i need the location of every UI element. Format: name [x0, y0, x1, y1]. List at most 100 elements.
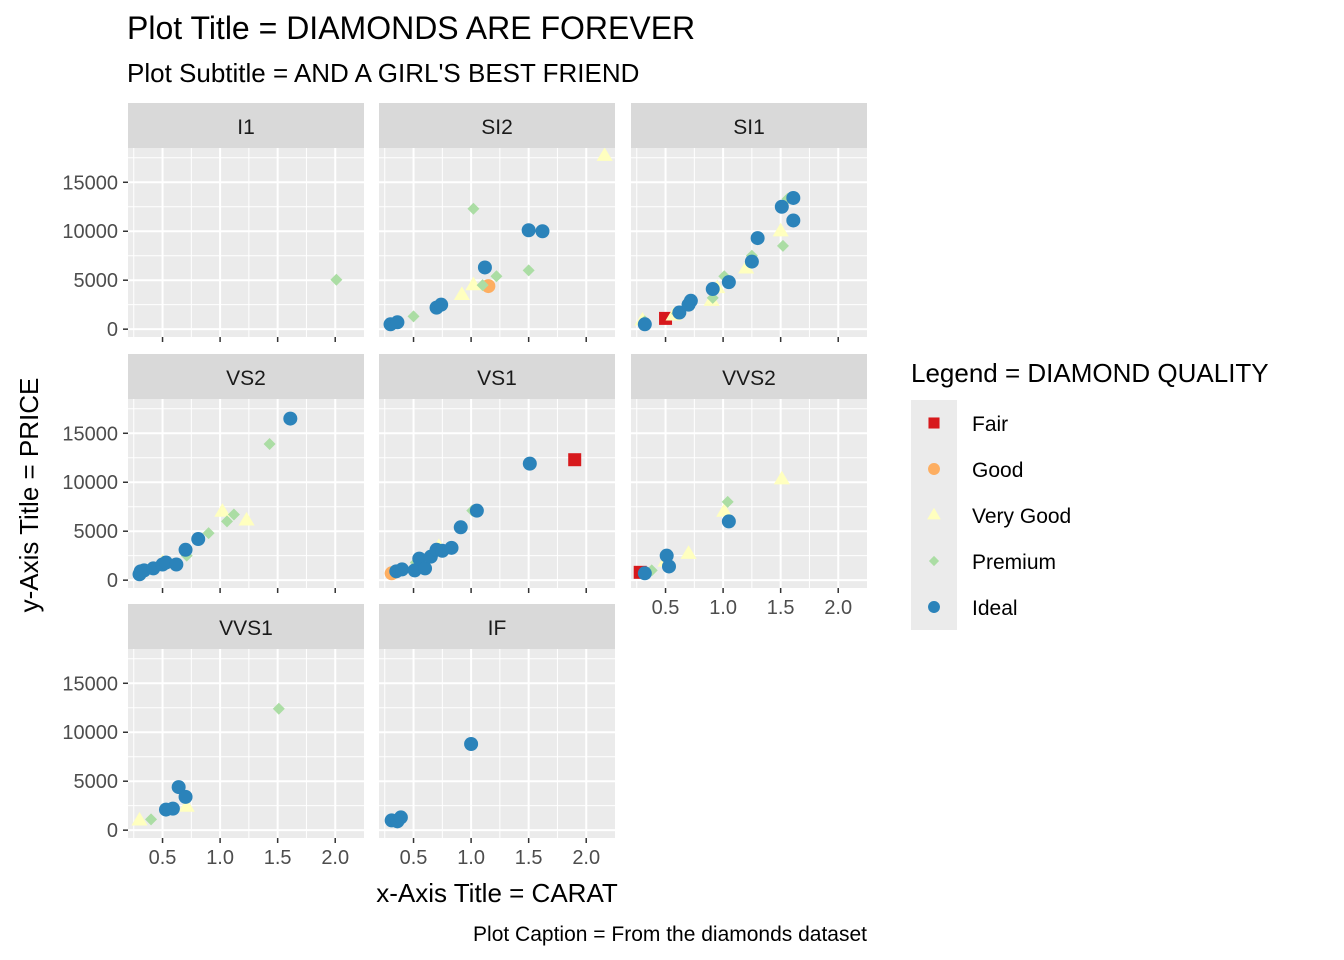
x-tick-label: 2.0 — [572, 847, 600, 869]
facet-strip-label: SI2 — [481, 116, 513, 139]
point-very-good — [738, 259, 755, 274]
point-ideal — [535, 224, 550, 239]
point-ideal — [721, 275, 736, 290]
point-ideal — [178, 789, 193, 804]
point-very-good — [772, 222, 789, 237]
y-tick-label: 15000 — [62, 172, 118, 194]
point-very-good — [453, 286, 470, 300]
facet-strip — [631, 354, 867, 399]
x-tick-label: 2.0 — [824, 597, 852, 619]
point-ideal — [774, 199, 789, 214]
facet-vs1: VS1 — [379, 354, 615, 593]
points-vs2 — [132, 411, 298, 582]
x-tick-label: 0.5 — [400, 847, 428, 869]
point-very-good — [716, 503, 733, 517]
point-ideal — [444, 540, 459, 555]
y-tick-label: 10000 — [62, 472, 118, 494]
facet-panels: I1 0 5000 10000 15000 SI2 SI1 VS2 0 5000 10000 1500… — [62, 103, 867, 869]
x-axis-title: x-Axis Title = CARAT — [376, 878, 618, 908]
point-very-good — [131, 811, 148, 826]
y-tick-label: 15000 — [62, 423, 118, 445]
legend: Legend = DIAMOND QUALITY Fair Good Very Go… — [911, 358, 1269, 630]
legend-title: Legend = DIAMOND QUALITY — [911, 358, 1269, 388]
point-ideal — [393, 810, 408, 825]
point-ideal — [453, 520, 468, 535]
point-ideal — [672, 305, 687, 320]
facet-strip-label: IF — [488, 617, 507, 640]
point-premium — [776, 239, 789, 252]
facet-vvs2: VVS2 0.5 1.0 1.5 2.0 — [631, 354, 867, 619]
point-ideal — [522, 456, 537, 471]
points-si2 — [383, 148, 613, 332]
legend-label: Premium — [972, 551, 1056, 574]
point-premium — [407, 310, 420, 323]
point-very-good — [596, 148, 613, 161]
x-tick-label: 1.0 — [206, 847, 234, 869]
point-premium — [263, 438, 276, 451]
x-tick-label: 1.0 — [709, 597, 737, 619]
point-ideal — [464, 736, 479, 751]
legend-item-good: Good — [911, 446, 1023, 492]
facet-strip — [631, 103, 867, 148]
panel-background — [128, 148, 364, 337]
points-vvs2 — [633, 470, 790, 581]
facet-strip-label: SI1 — [733, 116, 765, 139]
facet-strip-label: VVS1 — [219, 617, 273, 640]
legend-item-ideal: Ideal — [911, 584, 1018, 630]
x-tick-label: 1.5 — [515, 847, 543, 869]
facet-si1: SI1 — [631, 103, 867, 342]
point-ideal — [407, 563, 422, 578]
legend-label: Very Good — [972, 505, 1071, 528]
point-ideal — [477, 260, 492, 275]
chart-title: Plot Title = DIAMONDS ARE FOREVER — [127, 10, 695, 46]
legend-item-premium: Premium — [911, 538, 1056, 584]
point-ideal — [750, 231, 765, 246]
facet-vs2: VS2 0 5000 10000 15000 — [62, 354, 364, 593]
x-tick-label: 0.5 — [149, 847, 177, 869]
legend-item-very-good: Very Good — [911, 492, 1071, 538]
x-tick-label: 1.5 — [767, 597, 795, 619]
y-tick-label: 5000 — [74, 270, 119, 292]
legend-label: Good — [972, 459, 1023, 482]
x-tick-label: 1.5 — [264, 847, 292, 869]
y-tick-label: 0 — [107, 570, 118, 592]
panel-background — [379, 649, 615, 838]
point-very-good — [680, 545, 697, 559]
point-ideal — [786, 213, 801, 228]
point-ideal — [390, 315, 405, 330]
point-ideal — [171, 780, 186, 795]
point-premium — [330, 273, 343, 286]
legend-label: Fair — [972, 413, 1008, 436]
facet-strip-label: VS2 — [226, 367, 266, 390]
chart-caption: Plot Caption = From the diamonds dataset — [473, 923, 867, 946]
legend-symbol-premium — [928, 555, 940, 567]
point-very-good — [178, 798, 195, 812]
y-tick-label: 10000 — [62, 221, 118, 243]
point-ideal — [521, 223, 536, 238]
facet-i1: I1 0 5000 10000 15000 — [62, 103, 364, 342]
y-tick-label: 5000 — [74, 521, 119, 543]
facet-si2: SI2 — [379, 103, 615, 342]
facet-strip — [379, 103, 615, 148]
facet-vvs1: VVS1 0 5000 10000 15000 0.5 1.0 1.5 2.0 — [62, 604, 364, 869]
panel-background — [631, 148, 867, 337]
point-premium — [272, 702, 285, 715]
point-fair — [568, 453, 582, 467]
point-premium — [476, 279, 489, 292]
points-if — [384, 736, 479, 829]
point-ideal — [283, 411, 298, 426]
y-tick-label: 10000 — [62, 722, 118, 744]
point-very-good — [465, 276, 482, 291]
points-vvs1 — [131, 702, 285, 826]
x-tick-label: 2.0 — [321, 847, 349, 869]
legend-symbol-very-good — [927, 507, 941, 520]
point-ideal — [418, 561, 433, 576]
point-ideal — [659, 548, 674, 563]
facet-strip — [128, 604, 364, 649]
point-very-good — [773, 470, 790, 485]
facet-strip — [379, 354, 615, 399]
y-tick-label: 0 — [107, 820, 118, 842]
points-vs1 — [384, 453, 582, 581]
panel-background — [379, 148, 615, 337]
